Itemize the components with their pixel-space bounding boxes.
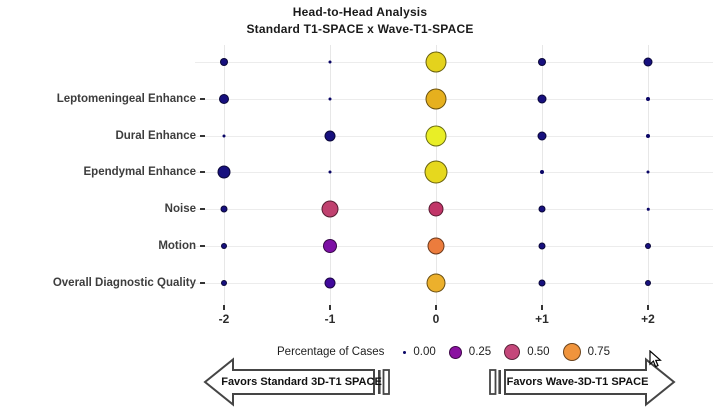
favors-standard-label: Favors Standard 3D-T1 SPACE <box>221 376 382 388</box>
legend-bubble-icon <box>504 344 521 360</box>
y-axis-tick <box>200 134 205 137</box>
bubble <box>646 133 650 138</box>
gridline-h <box>195 209 713 211</box>
x-axis-tick-label: 0 <box>432 312 440 326</box>
bubble <box>428 201 444 217</box>
chart-title: Head-to-Head Analysis <box>292 5 428 19</box>
gridline-v <box>648 45 649 305</box>
bubble <box>328 97 332 101</box>
left-arrow-shape-icon <box>203 357 390 407</box>
legend-item-label: 0.00 <box>413 346 436 358</box>
bubble <box>321 200 339 218</box>
y-axis-tick <box>200 281 205 284</box>
y-axis-label: Leptomeningeal Enhance <box>56 92 196 105</box>
legend-item-label: 0.75 <box>587 346 610 358</box>
bubble <box>540 170 544 175</box>
gridline-h <box>195 246 713 248</box>
y-axis-tick <box>200 97 205 100</box>
gridline-h <box>195 62 713 63</box>
bubble <box>219 93 229 104</box>
legend-bubble-icon <box>448 345 462 359</box>
gridline-v <box>542 45 543 305</box>
bubble <box>426 273 446 293</box>
bubble <box>538 205 546 213</box>
bubble <box>646 170 650 174</box>
bubble <box>221 279 227 286</box>
bubble <box>427 237 445 255</box>
y-axis-label: Ependymal Enhance <box>83 166 196 179</box>
bubble <box>425 88 447 110</box>
y-axis-tick <box>200 245 205 248</box>
y-axis-label: Motion <box>158 240 196 253</box>
legend-bubble-icon <box>403 350 407 354</box>
bubble <box>643 57 653 67</box>
bubble <box>222 134 226 138</box>
bubble <box>645 279 651 286</box>
bubble <box>328 60 332 64</box>
bubble <box>220 58 228 66</box>
y-axis-tick <box>200 171 205 174</box>
legend-item: 0.25 <box>448 345 492 359</box>
gridline-v <box>330 45 331 305</box>
right-arrow-shape-icon <box>489 357 676 407</box>
bubble <box>538 242 546 250</box>
gridline-h <box>195 282 713 284</box>
legend-item-label: 0.25 <box>468 346 492 358</box>
gridline-h <box>195 135 713 137</box>
x-axis-tick <box>329 305 331 310</box>
y-axis-label: Overall Diagnostic Quality <box>52 276 196 289</box>
bubble <box>425 51 447 73</box>
bubble <box>323 239 337 254</box>
bubble <box>645 243 651 250</box>
x-axis-tick <box>435 305 437 310</box>
x-axis-tick-label: +2 <box>641 312 655 326</box>
bubble <box>324 277 336 289</box>
bubble <box>328 170 332 174</box>
legend-item-label: 0.50 <box>527 346 550 358</box>
chart-subtitle: Standard T1-SPACE x Wave-T1-SPACE <box>246 22 474 36</box>
y-axis-label: Noise <box>164 203 196 216</box>
x-axis-tick <box>223 305 225 310</box>
bubble <box>324 130 336 142</box>
bubble <box>646 96 650 101</box>
x-axis-tick <box>647 305 649 310</box>
x-axis-tick-label: -2 <box>218 312 230 326</box>
x-axis-tick-label: +1 <box>535 312 549 326</box>
bubble <box>538 279 546 287</box>
legend-title: Percentage of Cases <box>277 346 385 358</box>
legend-bubble-icon <box>562 343 581 361</box>
mouse-cursor-icon <box>649 350 662 368</box>
favors-standard-arrow: Favors Standard 3D-T1 SPACE <box>202 356 392 408</box>
legend-item: 0.00 <box>403 346 436 358</box>
legend-item: 0.75 <box>562 343 610 361</box>
bubble <box>425 125 447 147</box>
bubble <box>220 205 228 213</box>
y-axis-label: Dural Enhance <box>115 129 196 142</box>
legend-item: 0.50 <box>504 344 550 360</box>
bubble <box>217 165 231 179</box>
legend: Percentage of Cases 0.00 0.25 0.50 0.75 <box>277 341 610 363</box>
bubble <box>537 94 547 104</box>
favors-wave-arrow: Favors Wave-3D-T1 SPACE <box>487 356 677 408</box>
bubble <box>424 160 448 184</box>
gridline-h <box>195 98 713 100</box>
bubble <box>538 58 546 66</box>
x-axis-tick <box>541 305 543 310</box>
bubble <box>537 131 547 141</box>
y-axis-tick <box>200 208 205 211</box>
x-axis-tick-label: -1 <box>324 312 336 326</box>
favors-wave-label: Favors Wave-3D-T1 SPACE <box>506 376 649 388</box>
legend-items: 0.00 0.25 0.50 0.75 <box>403 343 610 361</box>
bubble <box>646 208 650 211</box>
gridline-h <box>195 172 713 174</box>
bubble <box>221 243 227 250</box>
